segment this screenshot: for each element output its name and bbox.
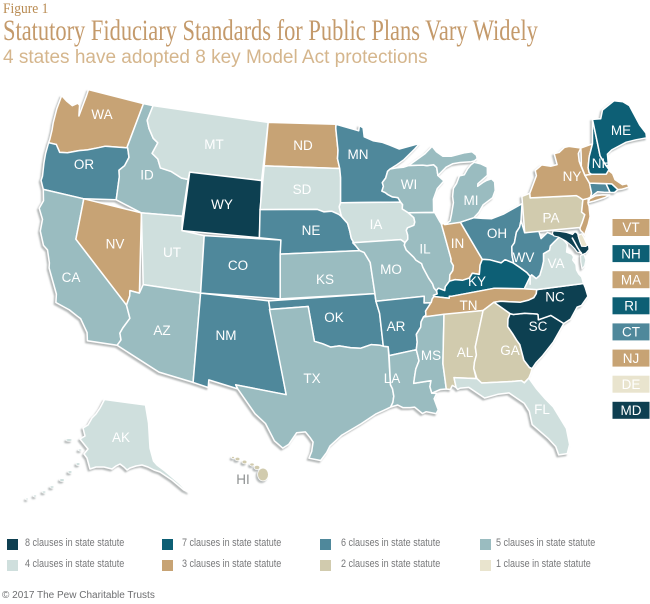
svg-text:GA: GA bbox=[500, 343, 520, 358]
svg-text:ND: ND bbox=[293, 138, 313, 153]
svg-text:KY: KY bbox=[468, 274, 486, 289]
svg-text:WY: WY bbox=[211, 197, 233, 212]
svg-text:NC: NC bbox=[545, 289, 565, 304]
svg-text:ID: ID bbox=[140, 167, 154, 182]
svg-text:AR: AR bbox=[387, 319, 406, 334]
svg-text:LA: LA bbox=[384, 371, 401, 386]
svg-text:MO: MO bbox=[380, 262, 402, 277]
svg-text:PA: PA bbox=[542, 210, 559, 225]
svg-text:OR: OR bbox=[74, 157, 95, 172]
svg-text:MD: MD bbox=[621, 403, 642, 418]
svg-text:VA: VA bbox=[547, 256, 564, 271]
svg-text:NH: NH bbox=[592, 156, 612, 171]
svg-text:NY: NY bbox=[563, 169, 582, 184]
svg-text:MT: MT bbox=[204, 137, 224, 152]
svg-text:NJ: NJ bbox=[623, 351, 640, 366]
svg-text:UT: UT bbox=[163, 245, 181, 260]
svg-text:TN: TN bbox=[460, 298, 478, 313]
svg-text:HI: HI bbox=[236, 472, 250, 487]
svg-text:MS: MS bbox=[421, 348, 441, 363]
svg-text:NH: NH bbox=[621, 246, 641, 261]
svg-text:SC: SC bbox=[529, 319, 548, 334]
svg-text:OK: OK bbox=[324, 310, 344, 325]
svg-text:SD: SD bbox=[293, 182, 312, 197]
svg-text:ME: ME bbox=[611, 123, 631, 138]
svg-text:CA: CA bbox=[62, 270, 81, 285]
svg-text:DE: DE bbox=[622, 377, 641, 392]
svg-text:RI: RI bbox=[624, 299, 638, 314]
svg-text:AL: AL bbox=[457, 345, 474, 360]
svg-text:VT: VT bbox=[622, 220, 639, 235]
svg-text:OH: OH bbox=[487, 226, 507, 241]
svg-text:AK: AK bbox=[112, 430, 130, 445]
svg-text:IL: IL bbox=[419, 241, 431, 256]
svg-text:CO: CO bbox=[228, 258, 248, 273]
svg-text:WV: WV bbox=[513, 250, 535, 265]
svg-text:FL: FL bbox=[534, 402, 550, 417]
svg-text:MN: MN bbox=[348, 147, 369, 162]
svg-text:AZ: AZ bbox=[153, 323, 170, 338]
svg-text:MI: MI bbox=[464, 193, 479, 208]
svg-text:TX: TX bbox=[303, 371, 320, 386]
svg-text:NV: NV bbox=[106, 236, 125, 251]
svg-text:CT: CT bbox=[622, 325, 640, 340]
svg-text:WA: WA bbox=[91, 107, 112, 122]
svg-text:WI: WI bbox=[401, 177, 418, 192]
svg-text:NM: NM bbox=[216, 328, 237, 343]
svg-text:MA: MA bbox=[621, 272, 641, 287]
svg-text:KS: KS bbox=[316, 272, 334, 287]
svg-text:IN: IN bbox=[451, 236, 465, 251]
svg-text:IA: IA bbox=[370, 217, 383, 232]
svg-text:NE: NE bbox=[302, 223, 321, 238]
